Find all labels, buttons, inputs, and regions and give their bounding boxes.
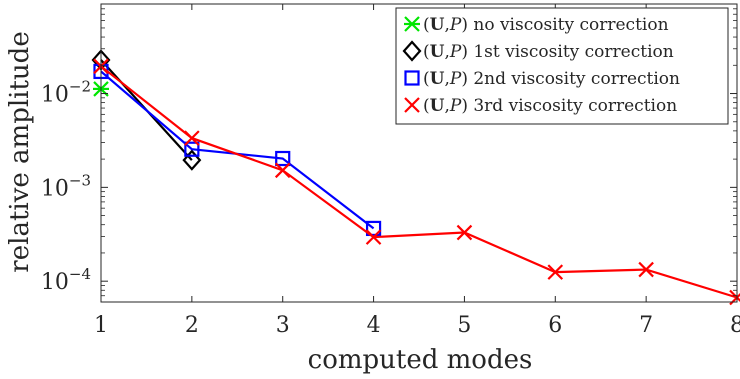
y-axis-title: relative amplitude [5, 31, 35, 272]
legend-label: (U,P) 2nd viscosity correction [423, 69, 680, 89]
x-tick-label: 8 [730, 313, 740, 338]
legend-item: (U,P) no viscosity correction [404, 15, 669, 35]
x-axis-title: computed modes [308, 345, 533, 375]
legend-item: (U,P) 3rd viscosity correction [405, 96, 677, 116]
x-tick-label: 4 [367, 313, 381, 338]
legend-label: (U,P) 3rd viscosity correction [423, 96, 677, 116]
x-tick-label: 2 [185, 313, 199, 338]
y-tick-label: 10−3 [41, 171, 91, 201]
legend-label: (U,P) no viscosity correction [423, 15, 669, 35]
x-tick-label: 7 [639, 313, 653, 338]
x-tick-label: 3 [276, 313, 290, 338]
legend: (U,P) no viscosity correction (U,P) 1st v… [396, 8, 728, 124]
x-tick-label: 5 [457, 313, 471, 338]
x-tick-label: 6 [548, 313, 562, 338]
x-tick-label: 1 [94, 313, 108, 338]
legend-item: (U,P) 1st viscosity correction [404, 42, 674, 62]
y-tick-label: 10−2 [41, 78, 91, 108]
legend-item: (U,P) 2nd viscosity correction [406, 69, 681, 89]
legend-label: (U,P) 1st viscosity correction [423, 42, 674, 62]
y-tick-label: 10−4 [41, 265, 91, 295]
